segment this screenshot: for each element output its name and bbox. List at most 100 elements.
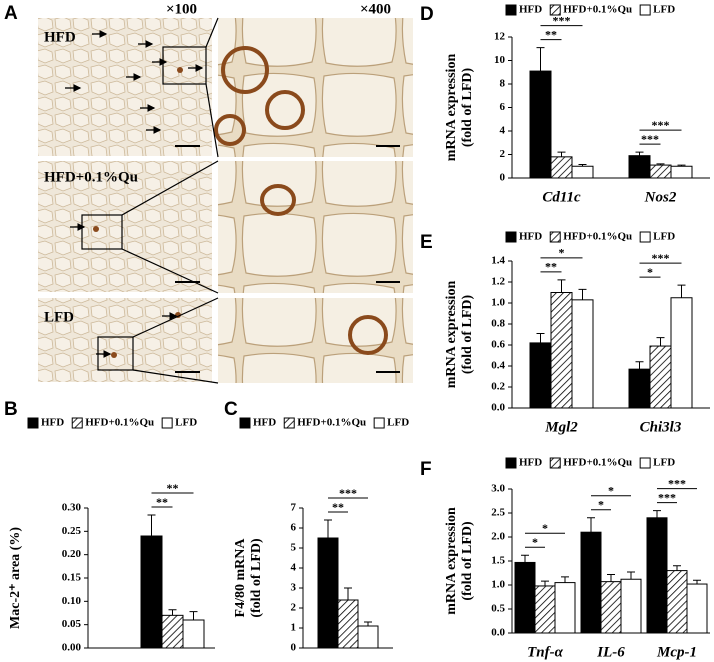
error-bar <box>536 332 545 343</box>
y-tick-label: 0 <box>500 172 506 184</box>
y-axis-label: (fold of LFD) <box>460 295 475 375</box>
bar <box>514 561 536 634</box>
legend-label: HFD <box>41 417 64 429</box>
significance-label: *** <box>339 486 357 500</box>
legend-swatch <box>639 4 651 16</box>
bar <box>529 70 552 179</box>
bar <box>140 535 163 649</box>
y-tick-label: 5 <box>291 542 297 554</box>
significance-label: ** <box>545 27 557 41</box>
y-tick-label: 3.0 <box>491 483 505 495</box>
significance-label: *** <box>652 251 670 265</box>
significance-label: ** <box>545 260 557 274</box>
bar <box>571 299 594 409</box>
panel-letter: D <box>420 4 434 25</box>
legend-swatch <box>71 417 83 429</box>
y-tick-label: 0.4 <box>491 360 505 372</box>
x-tick-label: Mcp-1 <box>656 644 697 660</box>
error-bar <box>656 163 665 166</box>
y-tick-label: 0 <box>291 642 297 654</box>
legend-label: LFD <box>175 417 197 429</box>
bar <box>670 297 693 409</box>
y-tick-label: 3 <box>291 582 297 594</box>
x-tick-label: IL-6 <box>596 644 625 660</box>
significance-label: * <box>647 265 653 279</box>
significance-label: *** <box>658 490 676 504</box>
legend-label: LFD <box>387 417 409 429</box>
error-bar <box>536 47 545 72</box>
error-bar <box>557 151 566 157</box>
error-bar <box>541 580 549 586</box>
y-tick-label: 0.10 <box>62 595 82 607</box>
significance-label: * <box>598 498 604 512</box>
bar <box>337 599 359 649</box>
y-axis-label: Mac-2⁺ area (%) <box>8 527 23 629</box>
error-bar <box>635 361 644 370</box>
x-tick-label: Tnf-α <box>527 644 563 660</box>
significance-label: * <box>532 535 538 549</box>
legend-label: HFD+0.1%Qu <box>297 417 366 429</box>
y-tick-label: 0.5 <box>491 603 505 615</box>
legend-swatch <box>239 417 251 429</box>
y-tick-label: 1.2 <box>491 276 505 288</box>
y-tick-label: 0.6 <box>491 339 505 351</box>
legend-label: HFD <box>253 417 276 429</box>
x-tick-label: Mgl2 <box>544 419 578 435</box>
error-bar <box>147 514 156 536</box>
magnification: ×100 <box>166 1 197 17</box>
error-bar <box>677 284 686 298</box>
y-tick-label: 2.0 <box>491 531 505 543</box>
bar <box>534 585 556 634</box>
error-bar <box>653 510 661 518</box>
legend-label: HFD+0.1%Qu <box>85 417 154 429</box>
error-bar <box>635 151 644 156</box>
y-tick-label: 2 <box>500 148 506 160</box>
error-bar <box>578 163 587 167</box>
legend-label: HFD <box>519 4 542 16</box>
panel-letter: A <box>4 3 18 24</box>
y-tick-label: 0.0 <box>491 627 505 639</box>
y-axis-label: (fold of LFD) <box>460 68 475 148</box>
significance-label: * <box>542 521 548 535</box>
significance-label: ** <box>156 495 168 509</box>
bar <box>600 581 622 634</box>
bar <box>161 614 184 649</box>
legend-swatch <box>549 231 561 243</box>
panel-letter: C <box>224 399 238 420</box>
error-bar <box>364 621 372 626</box>
legend-swatch <box>505 457 517 469</box>
y-axis-label: mRNA expression <box>444 507 459 615</box>
y-tick-label: 1 <box>291 622 297 634</box>
panel-letter: F <box>420 459 432 480</box>
bar <box>628 368 651 409</box>
significance-label: * <box>608 484 614 498</box>
significance-label: *** <box>641 132 659 146</box>
y-axis-label: (fold of LFD) <box>460 521 475 601</box>
y-tick-label: 2 <box>291 602 297 614</box>
error-bar <box>587 517 595 533</box>
y-tick-label: 0.20 <box>62 548 82 560</box>
error-bar <box>168 609 177 616</box>
legend-swatch <box>549 457 561 469</box>
panel-letter: B <box>4 399 18 420</box>
panel-letter: E <box>420 232 433 253</box>
legend-swatch <box>161 417 173 429</box>
bar <box>317 537 339 649</box>
legend-swatch <box>505 231 517 243</box>
bar <box>620 578 642 634</box>
y-axis-label: F4/80 mRNA <box>233 538 248 618</box>
y-tick-label: 7 <box>291 502 297 514</box>
y-axis-label: mRNA expression <box>444 54 459 162</box>
significance-label: *** <box>668 476 686 490</box>
legend-label: LFD <box>653 4 675 16</box>
error-bar <box>521 554 529 563</box>
bar <box>670 165 693 179</box>
y-tick-label: 2.5 <box>491 507 505 519</box>
y-tick-label: 0.05 <box>62 618 82 630</box>
bar <box>628 155 651 179</box>
bar <box>550 292 573 409</box>
error-bar <box>324 519 332 538</box>
legend-swatch <box>639 457 651 469</box>
error-bar <box>189 611 198 620</box>
